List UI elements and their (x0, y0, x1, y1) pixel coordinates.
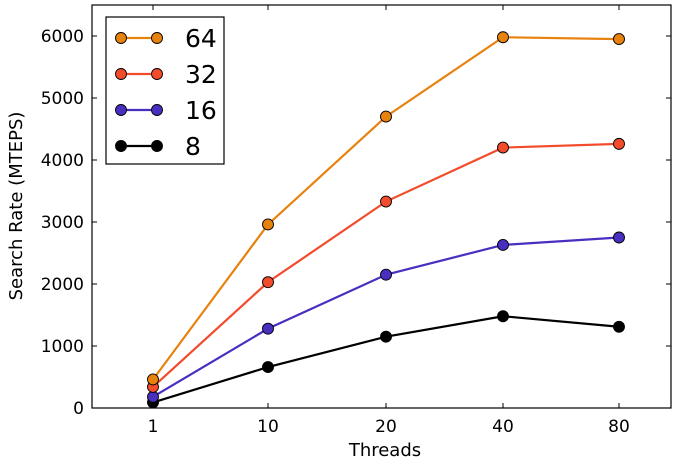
series-line (152, 236, 620, 398)
data-point (497, 238, 509, 251)
legend-entry: 16 (115, 96, 217, 125)
y-tick-label: 4000 (41, 151, 84, 171)
series-line (152, 142, 620, 388)
legend-marker (151, 68, 163, 80)
y-tick-label: 1000 (41, 337, 84, 357)
data-point (613, 231, 625, 244)
data-point (497, 31, 509, 44)
x-tick-label: 40 (492, 417, 514, 437)
legend-entry: 8 (115, 132, 201, 161)
series-16 (147, 231, 625, 403)
data-point (613, 320, 625, 333)
legend-marker (151, 140, 163, 152)
y-tick-label: 2000 (41, 275, 84, 295)
legend-marker (151, 32, 163, 44)
series-line (152, 315, 620, 404)
legend: 64 32 16 8 (105, 16, 225, 165)
series-8 (147, 310, 625, 409)
data-point (147, 373, 159, 386)
x-tick-label: 10 (257, 417, 279, 437)
x-axis-label: Threads (348, 440, 421, 461)
legend-marker (115, 68, 127, 80)
y-tick-label: 5000 (41, 89, 84, 109)
data-point (613, 33, 625, 46)
legend-entry: 32 (115, 60, 217, 89)
data-point (497, 310, 509, 323)
series-32 (147, 137, 625, 393)
data-point (380, 195, 392, 208)
legend-label: 32 (185, 60, 217, 89)
legend-entry: 64 (115, 24, 217, 53)
legend-marker (115, 140, 127, 152)
legend-marker (115, 32, 127, 44)
data-point (380, 268, 392, 281)
y-tick-label: 3000 (41, 213, 84, 233)
y-tick-label: 0 (73, 399, 84, 419)
x-tick-label: 80 (608, 417, 630, 437)
data-point (497, 141, 509, 154)
legend-label: 8 (185, 132, 201, 161)
data-point (380, 330, 392, 343)
y-tick-label: 6000 (41, 27, 84, 47)
data-point (613, 137, 625, 150)
legend-label: 64 (185, 24, 217, 53)
plot-marks (147, 31, 625, 409)
plot-frame (91, 4, 672, 409)
legend-marker (115, 104, 127, 116)
data-point (262, 361, 274, 374)
series-64 (147, 31, 625, 386)
data-point (262, 218, 274, 231)
legend-label: 16 (185, 96, 217, 125)
data-point (380, 110, 392, 123)
y-axis-label: Search Rate (MTEPS) (6, 112, 27, 301)
legend-marker (151, 104, 163, 116)
x-tick-label: 1 (148, 417, 159, 437)
data-point (262, 276, 274, 289)
data-point (262, 322, 274, 335)
x-tick-label: 20 (375, 417, 397, 437)
data-point (147, 390, 159, 403)
axis-ticks: 1 10 20 40 80 0 1000 2000 3000 4000 5000 6000 (41, 5, 671, 437)
